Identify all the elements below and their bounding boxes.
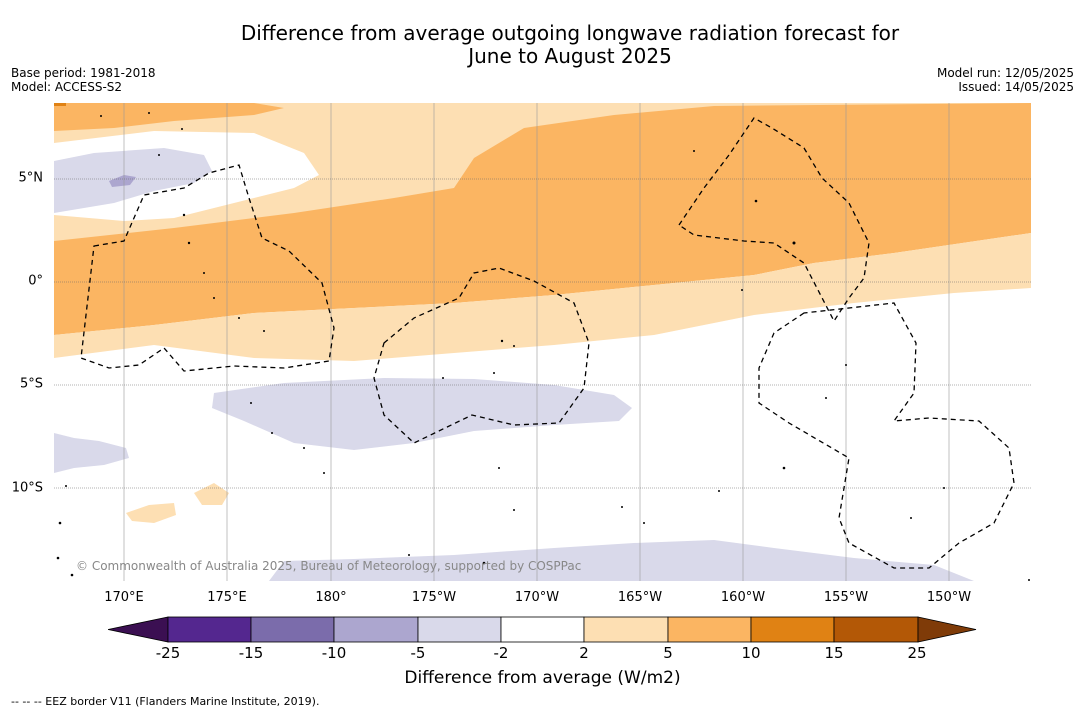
colorbar-tick: 2 bbox=[579, 644, 589, 662]
islands bbox=[56, 112, 1030, 581]
colorbar-tick: -10 bbox=[321, 644, 347, 662]
map-title: Difference from average outgoing longwav… bbox=[0, 22, 1085, 68]
meta-right: Model run: 12/05/2025 Issued: 14/05/2025 bbox=[937, 66, 1074, 94]
anomaly-map bbox=[54, 103, 1031, 581]
eez-border-west bbox=[80, 164, 335, 372]
lon-label-180: 180° bbox=[315, 590, 347, 605]
lat-label-0: 0° bbox=[28, 273, 43, 289]
colorbar-tick: -2 bbox=[493, 644, 509, 662]
lon-label-175e: 175°E bbox=[207, 590, 247, 605]
lon-label-165w: 165°W bbox=[617, 590, 663, 605]
anomaly-region-lavender-south bbox=[269, 540, 974, 581]
anomaly-region-purple-spot bbox=[109, 175, 136, 187]
eez-border-east-upper bbox=[678, 117, 870, 323]
colorbar-tick: -5 bbox=[410, 644, 426, 662]
anomaly-region-darkorange-corner bbox=[54, 103, 66, 106]
lon-label-170w: 170°W bbox=[514, 590, 560, 605]
colorbar-extend-high bbox=[917, 616, 977, 643]
colorbar-tick: 25 bbox=[907, 644, 927, 662]
colorbar-segment-3 bbox=[333, 616, 419, 643]
colorbar-tick: -15 bbox=[238, 644, 264, 662]
model-run: Model run: 12/05/2025 bbox=[936, 66, 1074, 80]
colorbar-segment-2 bbox=[250, 616, 335, 643]
lon-label-155w: 155°W bbox=[823, 590, 869, 605]
colorbar-label: Difference from average (W/m2) bbox=[404, 668, 681, 688]
colorbar-tick: 15 bbox=[824, 644, 844, 662]
anomaly-region-orange-main bbox=[54, 103, 1031, 335]
colorbar-segment-7 bbox=[667, 616, 752, 643]
anomaly-region-lavender-central bbox=[212, 378, 632, 450]
lat-label-10s: 10°S bbox=[11, 480, 43, 496]
graticule bbox=[123, 103, 950, 581]
lat-label-5n: 5°N bbox=[18, 170, 44, 186]
colorbar-tick: -25 bbox=[155, 644, 181, 662]
anomaly-region-light-orange-island-b bbox=[126, 503, 176, 523]
eez-legend: -- -- -- EEZ border V11 (Flanders Marine… bbox=[11, 695, 320, 708]
model-name: Model: ACCESS-S2 bbox=[11, 80, 123, 94]
map-svg bbox=[54, 103, 1031, 581]
colorbar-tick: 10 bbox=[741, 644, 761, 662]
anomaly-region-lavender-west bbox=[54, 433, 129, 473]
anomaly-region-orange-topleft bbox=[54, 103, 284, 131]
base-period: Base period: 1981-2018 bbox=[11, 66, 156, 80]
colorbar-segment-4 bbox=[417, 616, 502, 643]
colorbar-tick: 5 bbox=[663, 644, 673, 662]
colorbar-segment-8 bbox=[750, 616, 835, 643]
copyright-notice: © Commonwealth of Australia 2025, Bureau… bbox=[76, 559, 582, 573]
eez-border-east-lower bbox=[758, 302, 1015, 569]
eez-borders bbox=[80, 117, 1015, 569]
issued-date: Issued: 14/05/2025 bbox=[958, 80, 1074, 94]
lon-label-160w: 160°W bbox=[720, 590, 766, 605]
meta-left: Base period: 1981-2018 Model: ACCESS-S2 bbox=[11, 66, 156, 94]
colorbar-segment-6 bbox=[583, 616, 669, 643]
colorbar-segment-5 bbox=[500, 616, 585, 643]
title-line-1: Difference from average outgoing longwav… bbox=[240, 21, 900, 45]
colorbar-segment-1 bbox=[167, 616, 252, 643]
lon-label-150w: 150°W bbox=[926, 590, 972, 605]
title-line-2: June to August 2025 bbox=[468, 44, 672, 68]
colorbar bbox=[108, 616, 977, 643]
colorbar-extend-low bbox=[108, 616, 169, 643]
anomaly-region-light-orange-island-a bbox=[194, 483, 229, 505]
lon-label-170e: 170°E bbox=[104, 590, 144, 605]
lat-label-5s: 5°S bbox=[19, 376, 43, 392]
graticule-dotted bbox=[54, 178, 1031, 489]
anomaly-region-light-orange-south bbox=[54, 233, 1031, 361]
colorbar-segment-9 bbox=[833, 616, 919, 643]
lon-label-175w: 175°W bbox=[411, 590, 457, 605]
eez-border-central bbox=[373, 267, 590, 444]
